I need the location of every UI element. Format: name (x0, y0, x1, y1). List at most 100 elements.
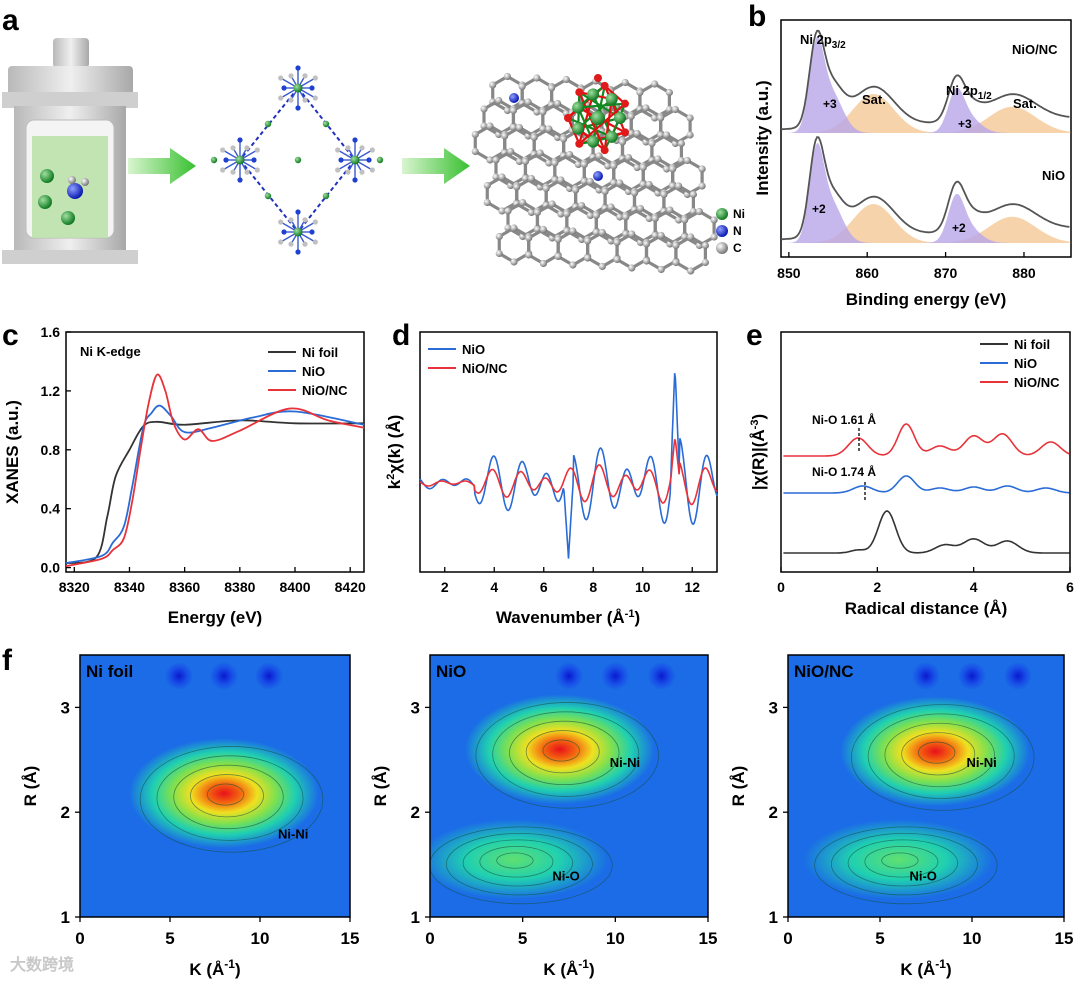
wt-ytick-label: 3 (769, 698, 778, 717)
wt-xtick-label: 0 (425, 929, 434, 948)
xps-annot-sat-2: Sat. (1013, 96, 1037, 111)
wt-xlabel: K (Å-1) (543, 957, 594, 979)
xanes-legend-label: Ni foil (302, 345, 338, 360)
exafs-k-curve-nionc (419, 438, 718, 506)
xanes-ytick-label: 1.2 (41, 383, 61, 399)
wt-ytick-label: 2 (769, 803, 778, 822)
xanes-curve-0 (65, 419, 365, 565)
panel-label-f: f (2, 644, 13, 677)
xps-xtick-label: 850 (777, 265, 801, 281)
wt-ytick-label: 1 (61, 908, 70, 927)
exafs-r-legend-label: Ni foil (1014, 337, 1050, 352)
wt-map-title: NiO/NC (794, 662, 854, 681)
exafs-r-curve-nio (783, 475, 1070, 494)
wt-xtick-label: 0 (75, 929, 84, 948)
wt-xlabel: K (Å-1) (189, 957, 240, 979)
exafs-r-chart: 0 2 4 6 Ni foil NiO NiO/NC Ni-O 1.61 Å Ni-O 1… (749, 331, 1074, 618)
mof-framework-illustration (210, 65, 384, 255)
wt-maximum (464, 694, 655, 805)
xanes-ylabel: XANES (a.u.) (3, 400, 22, 504)
xanes-chart: 8320 8340 8360 8380 8400 84200.00.40.81.21.6 … (3, 324, 366, 627)
wt-xlabel: K (Å-1) (900, 957, 951, 979)
exafs-k-xtick-label: 8 (589, 579, 597, 595)
atom-legend: Ni N C (716, 207, 745, 255)
xanes-xlabel: Energy (eV) (168, 608, 262, 627)
exafs-k-legend-label: NiO (462, 342, 485, 357)
exafs-r-curve-ni-foil (783, 510, 1070, 554)
arrow-2 (402, 148, 470, 184)
exafs-r-legend-label: NiO (1014, 356, 1037, 371)
wt-ylabel: R (Å) (729, 766, 748, 807)
svg-text:N: N (733, 224, 742, 238)
exafs-k-xtick-label: 4 (490, 579, 498, 595)
graphene-cluster-illustration (471, 72, 718, 275)
xanes-legend-label: NiO (302, 364, 325, 379)
xanes-xtick-label: 8340 (114, 579, 145, 595)
exafs-r-ylabel: |χ(R)|(Å-3) (749, 414, 768, 490)
panel-label-b: b (748, 0, 766, 33)
wt-label-ni-ni: Ni-Ni (610, 755, 640, 770)
exafs-r-xtick-label: 2 (873, 579, 881, 595)
wt-ytick-label: 3 (61, 698, 70, 717)
wt-xtick-label: 10 (963, 929, 982, 948)
panel-label-e: e (746, 319, 763, 352)
exafs-r-xtick-label: 6 (1066, 579, 1074, 595)
panel-label-a: a (2, 4, 19, 37)
wt-ytick-label: 2 (411, 803, 420, 822)
wt-xtick-label: 10 (251, 929, 270, 948)
xanes-xtick-label: 8400 (279, 579, 310, 595)
xanes-ytick-label: 0.4 (41, 501, 61, 517)
wt-maximum (840, 696, 1031, 807)
wt-xtick-label: 0 (783, 929, 792, 948)
xps-series-label-nionc: NiO/NC (1012, 42, 1058, 57)
exafs-k-ylabel: k2χ(k) (Å) (385, 415, 404, 489)
wt-label-ni-o: Ni-O (552, 868, 579, 883)
xps-annot-plus2-a: +2 (812, 202, 826, 216)
xanes-xtick-label: 8380 (224, 579, 255, 595)
xps-xtick-label: 880 (1012, 265, 1036, 281)
xps-series-label-nio: NiO (1042, 168, 1065, 183)
exafs-r-xtick-label: 0 (777, 579, 785, 595)
wt-ylabel: R (Å) (21, 766, 40, 807)
xanes-title: Ni K-edge (80, 344, 141, 359)
xps-curve-nionc (781, 29, 1070, 131)
wt-xtick-label: 5 (165, 929, 174, 948)
wt-label-ni-ni: Ni-Ni (966, 755, 996, 770)
svg-text:Ni: Ni (733, 207, 745, 221)
wt-ytick-label: 1 (411, 908, 420, 927)
xps-annot-sat-1: Sat. (862, 92, 886, 107)
wt-xtick-label: 5 (875, 929, 884, 948)
xps-annot-plus2-b: +2 (952, 221, 966, 235)
autoclave-illustration (2, 38, 138, 264)
wt-maximum (129, 738, 319, 849)
exafs-r-annot-174: Ni-O 1.74 Å (812, 464, 876, 479)
wt-map-2 (788, 655, 1064, 917)
exafs-r-legend-label: NiO/NC (1014, 375, 1060, 390)
panel-label-d: d (392, 319, 410, 352)
xps-ylabel: Intensity (a.u.) (753, 80, 772, 195)
xps-xtick-label: 860 (856, 265, 880, 281)
xanes-curve-1 (65, 404, 365, 565)
svg-text:C: C (733, 241, 742, 255)
exafs-k-xtick-label: 6 (540, 579, 548, 595)
exafs-k-xtick-label: 10 (635, 579, 651, 595)
wt-maximum (803, 819, 994, 900)
wt-xtick-label: 15 (341, 929, 360, 948)
wt-xtick-label: 5 (518, 929, 527, 948)
exafs-k-legend-label: NiO/NC (462, 361, 508, 376)
exafs-k-xtick-label: 12 (684, 579, 700, 595)
xanes-xtick-label: 8420 (335, 579, 366, 595)
exafs-r-annot-161: Ni-O 1.61 Å (812, 412, 876, 427)
xanes-ytick-label: 1.6 (41, 324, 61, 340)
xanes-xtick-label: 8320 (59, 579, 90, 595)
exafs-k-xtick-label: 2 (441, 579, 449, 595)
watermark: 大数跨境 (10, 955, 74, 974)
xps-annot-plus3-a: +3 (823, 97, 837, 111)
exafs-r-xlabel: Radical distance (Å) (845, 599, 1008, 618)
wt-map-1 (430, 655, 708, 917)
exafs-r-curve-nionc (783, 423, 1070, 457)
wt-map-title: Ni foil (86, 662, 133, 681)
xanes-curve-2 (65, 373, 365, 567)
exafs-r-xtick-label: 4 (970, 579, 978, 595)
